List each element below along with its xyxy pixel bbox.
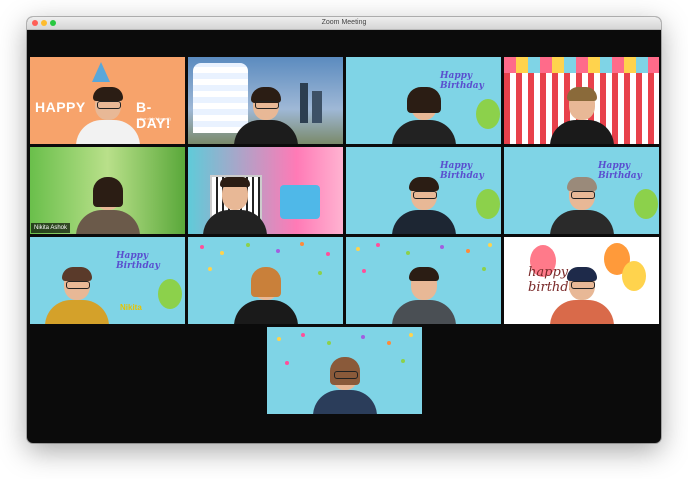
participant-tile-1[interactable]: HAPPY B-DAY! (we didn't forget!)	[30, 57, 185, 144]
paper-flowers	[504, 57, 659, 73]
participant-tile-7[interactable]: Happy Birthday	[346, 147, 501, 234]
card-text: Happy Birthday	[116, 251, 160, 271]
participant-tile-4[interactable]	[504, 57, 659, 144]
participant-video	[202, 177, 267, 234]
balloon	[530, 245, 556, 277]
participant-video	[391, 267, 456, 324]
birthday-cake	[280, 185, 320, 219]
zoom-window: Zoom Meeting HAPPY B-DAY! (we didn't for…	[27, 17, 661, 443]
participant-tile-5[interactable]: Nikita Ashok	[30, 147, 185, 234]
participant-tile-6[interactable]	[188, 147, 343, 234]
participant-tile-11[interactable]	[346, 237, 501, 324]
close-button[interactable]	[32, 20, 38, 26]
participant-video	[233, 267, 298, 324]
card-text: Happy Birthday	[440, 71, 484, 91]
participant-tile-9[interactable]: Happy Birthday Nikita	[30, 237, 185, 324]
balloon	[158, 279, 182, 309]
banner-bday: B-DAY!	[136, 99, 171, 131]
participant-tile-3[interactable]: Happy Birthday	[346, 57, 501, 144]
balloon	[622, 261, 646, 291]
participant-name-tag: Nikita Ashok	[31, 223, 71, 233]
giant-cake	[193, 63, 248, 133]
party-hat	[92, 62, 110, 82]
balloon	[634, 189, 658, 219]
participant-video	[312, 357, 377, 414]
building	[312, 91, 322, 123]
participant-tile-13[interactable]	[267, 327, 422, 414]
participant-video	[75, 177, 140, 234]
balloon	[476, 99, 500, 129]
participant-tile-8[interactable]: Happy Birthday	[504, 147, 659, 234]
banner-happy: HAPPY	[35, 99, 86, 115]
title-bar[interactable]: Zoom Meeting	[27, 17, 661, 30]
participant-video	[549, 177, 614, 234]
participant-video	[75, 87, 140, 144]
card-text: Happy Birthday	[598, 161, 642, 181]
balloon	[476, 189, 500, 219]
participant-tile-12[interactable]: happy birthday	[504, 237, 659, 324]
fullscreen-button[interactable]	[50, 20, 56, 26]
participant-video	[44, 267, 109, 324]
banner-subtitle: (we didn't forget!)	[140, 116, 171, 121]
participant-video	[549, 87, 614, 144]
participant-tile-10[interactable]	[188, 237, 343, 324]
participant-video	[233, 87, 298, 144]
card-text: Happy Birthday	[440, 161, 484, 181]
cake-label: Nikita	[120, 303, 142, 312]
minimize-button[interactable]	[41, 20, 47, 26]
participant-video	[549, 267, 614, 324]
building	[300, 83, 308, 123]
window-title: Zoom Meeting	[321, 19, 367, 26]
participant-video	[391, 87, 456, 144]
participant-tile-2[interactable]	[188, 57, 343, 144]
participant-video	[391, 177, 456, 234]
